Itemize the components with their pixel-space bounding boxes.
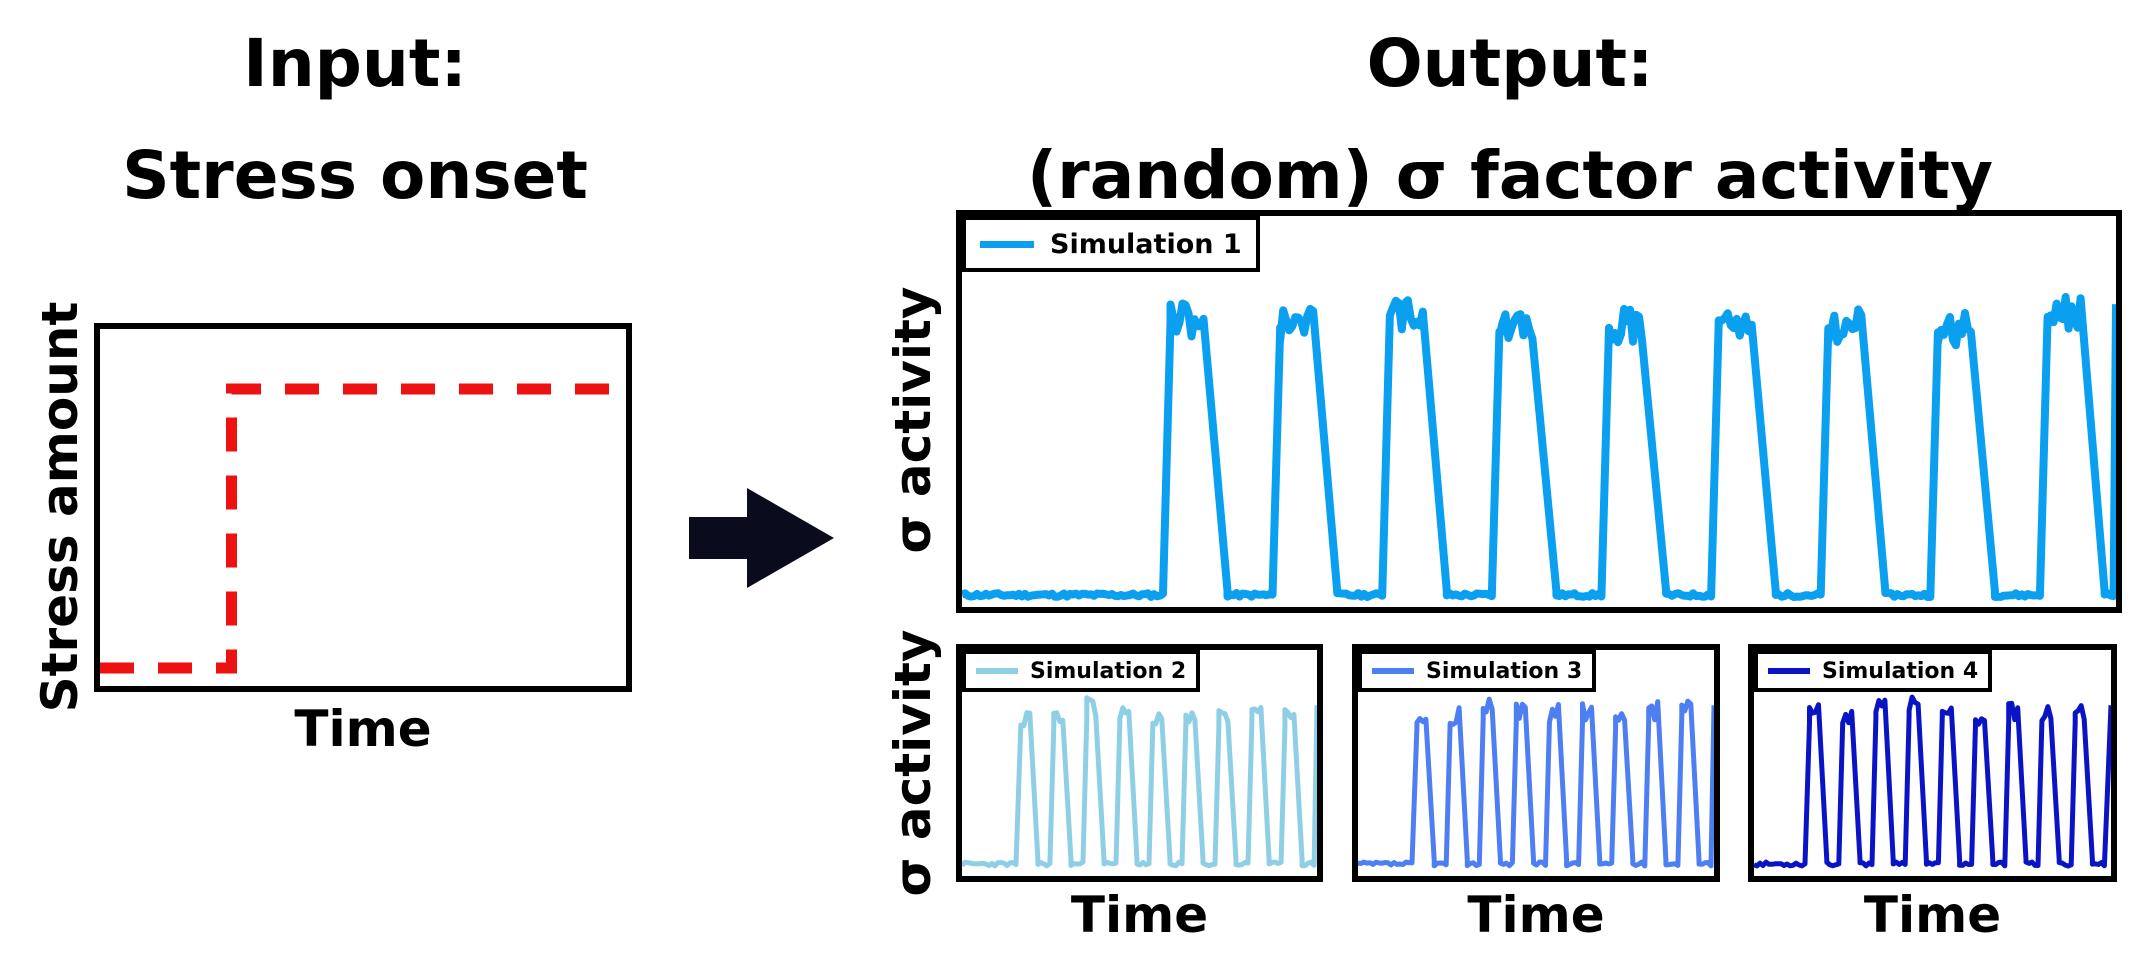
simulation-4-line — [1754, 694, 2111, 869]
simulation-1-label: Simulation 1 — [1050, 228, 1242, 260]
output-title-line2: (random) σ factor activity — [1027, 137, 1993, 214]
simulation-3-label: Simulation 3 — [1426, 658, 1583, 684]
input-chart — [94, 323, 632, 692]
simulation-4-plot — [1754, 694, 2111, 869]
output-ylabel-bottom: σ activity — [884, 629, 942, 897]
stress-step-line — [100, 383, 626, 674]
simulation-1-legend: Simulation 1 — [962, 216, 1260, 272]
simulation-3-swatch — [1372, 668, 1414, 674]
simulation-2-legend: Simulation 2 — [962, 650, 1201, 692]
output-ylabel-top: σ activity — [884, 286, 942, 554]
simulation-2-chart: Simulation 2 — [956, 644, 1323, 882]
simulation-2-plot — [962, 695, 1317, 869]
simulation-1-swatch — [980, 240, 1034, 248]
simulation-2-swatch — [976, 668, 1018, 674]
simulation-1-chart: Simulation 1 — [956, 210, 2122, 613]
simulation-2-line — [962, 695, 1317, 869]
simulation-2-xlabel: Time — [1070, 886, 1209, 944]
simulation-1-line — [962, 293, 2116, 601]
simulation-2-label: Simulation 2 — [1030, 658, 1187, 684]
simulation-3-plot — [1358, 696, 1714, 869]
right-arrow-icon — [689, 488, 834, 588]
simulation-4-legend: Simulation 4 — [1754, 650, 1993, 692]
input-chart-plot — [100, 383, 626, 674]
simulation-4-chart: Simulation 4 — [1748, 644, 2117, 882]
input-xlabel: Time — [294, 700, 432, 758]
input-title: Input: Stress onset — [60, 8, 650, 232]
simulation-3-chart: Simulation 3 — [1352, 644, 1720, 882]
output-title-line1: Output: — [1366, 25, 1654, 102]
simulation-1-plot — [962, 293, 2116, 601]
input-ylabel: Stress amount — [31, 301, 89, 713]
input-title-line1: Input: — [243, 25, 467, 102]
simulation-4-xlabel: Time — [1863, 886, 2002, 944]
input-title-line2: Stress onset — [122, 137, 588, 214]
simulation-4-swatch — [1768, 668, 1810, 674]
simulation-3-xlabel: Time — [1467, 886, 1605, 944]
simulation-4-label: Simulation 4 — [1822, 658, 1979, 684]
simulation-3-line — [1358, 696, 1714, 869]
output-title: Output: (random) σ factor activity — [960, 8, 2060, 232]
simulation-3-legend: Simulation 3 — [1358, 650, 1597, 692]
